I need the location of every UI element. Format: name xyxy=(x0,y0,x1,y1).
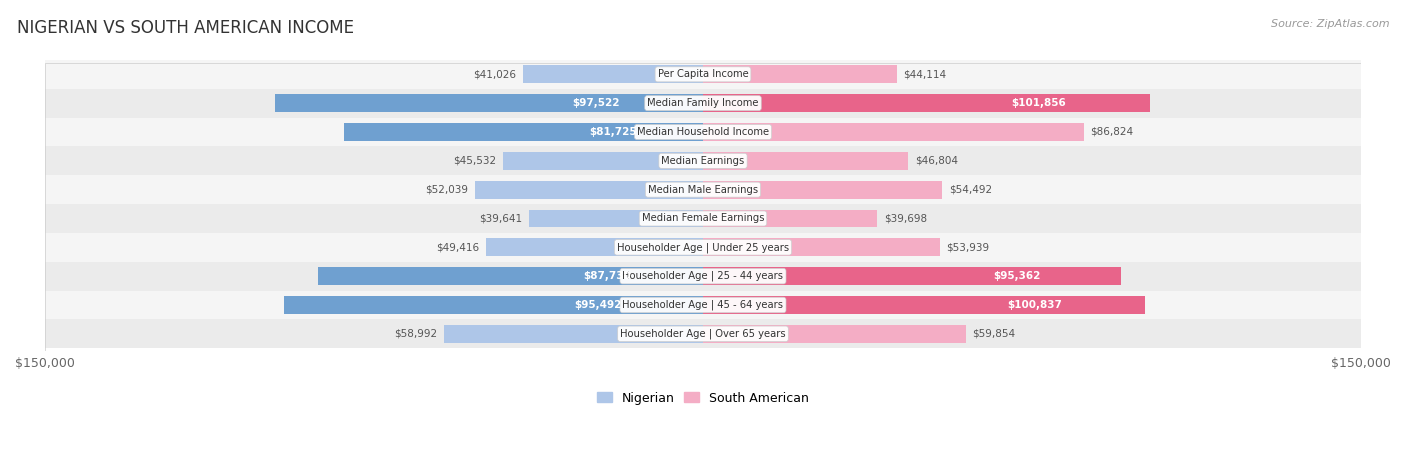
Text: $53,939: $53,939 xyxy=(946,242,990,252)
Bar xyxy=(344,123,703,141)
Bar xyxy=(703,94,1150,112)
Text: Median Earnings: Median Earnings xyxy=(661,156,745,166)
Text: $41,026: $41,026 xyxy=(474,69,516,79)
Bar xyxy=(45,290,1361,319)
Text: $100,837: $100,837 xyxy=(1007,300,1062,310)
Bar xyxy=(703,267,1122,285)
Text: $58,992: $58,992 xyxy=(395,329,437,339)
Text: $95,492: $95,492 xyxy=(575,300,621,310)
Text: Per Capita Income: Per Capita Income xyxy=(658,69,748,79)
Text: Median Family Income: Median Family Income xyxy=(647,98,759,108)
Bar xyxy=(703,152,908,170)
Text: Householder Age | Over 65 years: Householder Age | Over 65 years xyxy=(620,329,786,339)
Text: $54,492: $54,492 xyxy=(949,184,991,195)
Text: Source: ZipAtlas.com: Source: ZipAtlas.com xyxy=(1271,19,1389,28)
Text: $86,824: $86,824 xyxy=(1091,127,1133,137)
Bar xyxy=(703,181,942,198)
Text: Householder Age | 45 - 64 years: Householder Age | 45 - 64 years xyxy=(623,300,783,310)
Text: $81,725: $81,725 xyxy=(589,127,637,137)
Text: $87,730: $87,730 xyxy=(583,271,631,281)
Legend: Nigerian, South American: Nigerian, South American xyxy=(592,387,814,410)
Text: Householder Age | Under 25 years: Householder Age | Under 25 years xyxy=(617,242,789,253)
Bar xyxy=(284,296,703,314)
Bar xyxy=(45,147,1361,175)
Text: $39,641: $39,641 xyxy=(479,213,523,224)
Text: $97,522: $97,522 xyxy=(572,98,620,108)
Bar xyxy=(475,181,703,198)
Bar xyxy=(45,319,1361,348)
Bar xyxy=(276,94,703,112)
Text: $39,698: $39,698 xyxy=(884,213,927,224)
Bar xyxy=(45,89,1361,118)
Bar xyxy=(486,238,703,256)
Text: $44,114: $44,114 xyxy=(903,69,946,79)
Bar xyxy=(703,65,897,83)
Bar xyxy=(703,296,1146,314)
Bar xyxy=(45,118,1361,147)
Text: $45,532: $45,532 xyxy=(454,156,496,166)
Bar xyxy=(529,210,703,227)
Bar xyxy=(503,152,703,170)
Bar xyxy=(45,233,1361,262)
Text: $59,854: $59,854 xyxy=(972,329,1015,339)
Text: Median Male Earnings: Median Male Earnings xyxy=(648,184,758,195)
Bar xyxy=(444,325,703,343)
Text: $95,362: $95,362 xyxy=(993,271,1040,281)
Text: Median Female Earnings: Median Female Earnings xyxy=(641,213,765,224)
Bar xyxy=(45,262,1361,290)
Bar xyxy=(523,65,703,83)
Text: $101,856: $101,856 xyxy=(1011,98,1066,108)
Text: Householder Age | 25 - 44 years: Householder Age | 25 - 44 years xyxy=(623,271,783,282)
Text: $46,804: $46,804 xyxy=(915,156,957,166)
Bar xyxy=(703,238,939,256)
Text: $49,416: $49,416 xyxy=(436,242,479,252)
Bar xyxy=(318,267,703,285)
Bar xyxy=(703,325,966,343)
Text: $52,039: $52,039 xyxy=(425,184,468,195)
Bar xyxy=(703,210,877,227)
Text: NIGERIAN VS SOUTH AMERICAN INCOME: NIGERIAN VS SOUTH AMERICAN INCOME xyxy=(17,19,354,37)
Bar xyxy=(45,175,1361,204)
Bar xyxy=(45,60,1361,89)
Bar xyxy=(45,204,1361,233)
Text: Median Household Income: Median Household Income xyxy=(637,127,769,137)
Bar xyxy=(703,123,1084,141)
